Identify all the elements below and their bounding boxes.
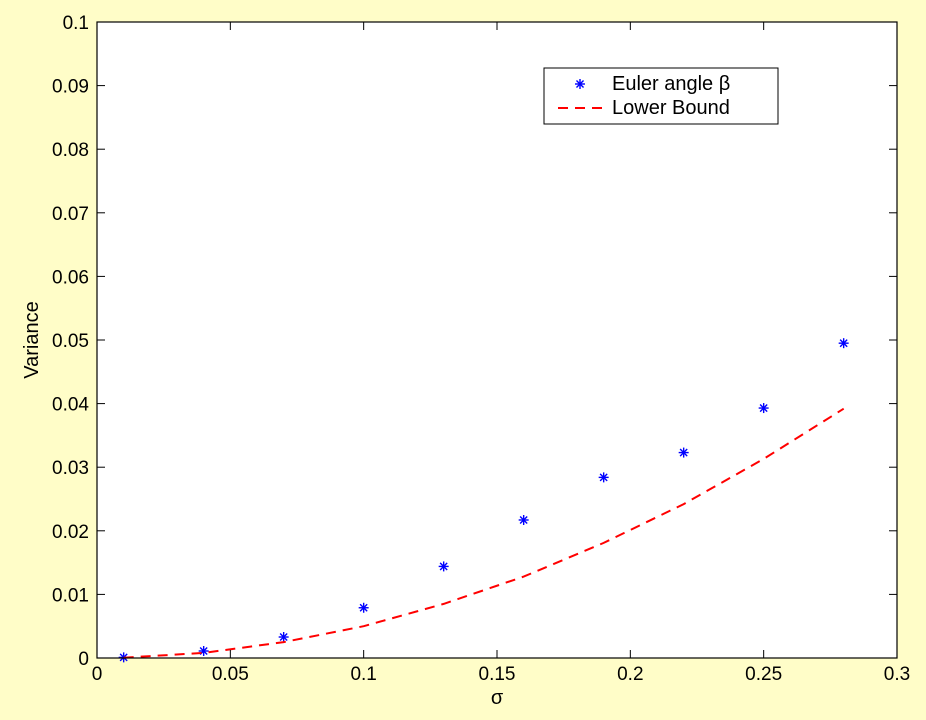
legend: Euler angle β Lower Bound	[543, 67, 779, 125]
x-tick-label: 0.15	[479, 664, 516, 685]
x-tick-label: 0.2	[617, 664, 643, 685]
x-tick-label: 0.25	[745, 664, 782, 685]
axis-ticks: 0 0.05 0.1 0.15 0.2 0.25 0.3 0 0.01 0.02 0.03 0.04 0…	[52, 13, 910, 685]
plot-marks	[118, 338, 849, 663]
y-tick-label: 0.1	[63, 13, 89, 34]
x-tick-label: 0.1	[350, 664, 376, 685]
y-tick-label: 0.05	[52, 331, 89, 352]
y-tick-label: 0.09	[52, 77, 89, 98]
data-point-euler-angle-beta	[198, 646, 209, 657]
data-point-euler-angle-beta	[438, 561, 449, 572]
y-tick-label: 0.08	[52, 140, 89, 161]
data-point-euler-angle-beta	[518, 514, 529, 525]
legend-box	[543, 67, 779, 125]
y-tick-label: 0.04	[52, 395, 89, 416]
y-tick-label: 0.02	[52, 522, 89, 543]
series-line-lower-bound	[123, 407, 845, 659]
x-tick-label: 0	[92, 664, 103, 685]
y-tick-label: 0.07	[52, 204, 89, 225]
data-point-euler-angle-beta	[758, 403, 769, 414]
data-point-euler-angle-beta	[118, 652, 129, 663]
data-point-euler-angle-beta	[838, 338, 849, 349]
data-point-euler-angle-beta	[598, 472, 609, 483]
x-tick-label: 0.3	[884, 664, 910, 685]
y-tick-label: 0.03	[52, 458, 89, 479]
legend-label-euler-angle-beta: Euler angle β	[612, 73, 730, 95]
y-axis-label: Variance	[21, 301, 43, 378]
plot-area	[97, 22, 897, 658]
data-point-euler-angle-beta	[358, 602, 369, 613]
legend-marker-euler-angle-beta	[575, 79, 585, 89]
y-tick-label: 0.01	[52, 585, 89, 606]
y-tick-label: 0	[78, 649, 89, 670]
x-tick-label: 0.05	[212, 664, 249, 685]
data-point-euler-angle-beta	[678, 447, 689, 458]
legend-label-lower-bound: Lower Bound	[612, 97, 730, 119]
x-axis-label: σ	[491, 687, 504, 709]
data-point-euler-angle-beta	[278, 632, 289, 643]
y-tick-label: 0.06	[52, 267, 89, 288]
legend-asterisk	[575, 79, 585, 89]
